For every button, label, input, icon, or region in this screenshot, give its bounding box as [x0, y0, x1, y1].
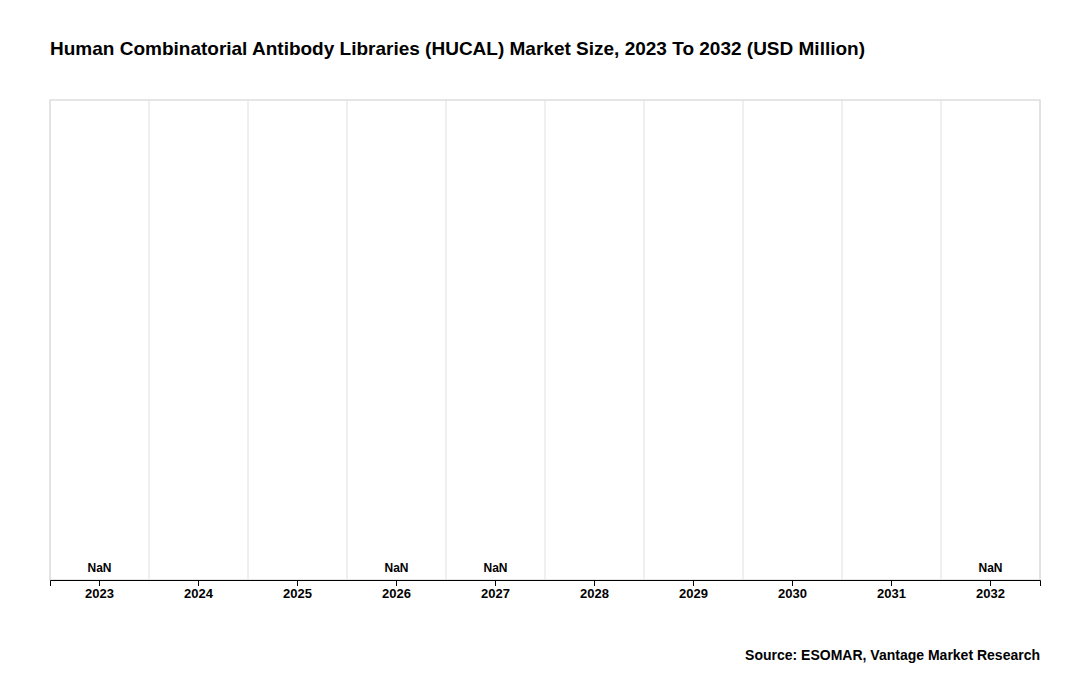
x-axis: 2023 2024 2025 2026 2027 2028 2029 2030 2031 2032	[51, 580, 1041, 601]
column-divider	[1040, 100, 1041, 580]
x-tick: 2026	[382, 580, 411, 601]
x-tick-label: 2032	[976, 586, 1005, 601]
column-dividers	[50, 100, 1040, 580]
x-tick-mark	[792, 580, 793, 586]
x-tick-label: 2028	[580, 586, 609, 601]
data-label: NaN	[384, 561, 408, 575]
column-divider	[50, 100, 51, 580]
x-tick: 2024	[184, 580, 214, 601]
x-tick-mark	[990, 580, 991, 586]
x-tick-label: 2023	[85, 586, 114, 601]
x-tick: 2028	[580, 580, 609, 601]
x-tick-mark	[297, 580, 298, 586]
x-tick: 2031	[877, 580, 906, 601]
x-tick-mark	[891, 580, 892, 586]
x-tick-label: 2030	[778, 586, 807, 601]
x-tick-mark	[198, 580, 199, 586]
source-note: Source: ESOMAR, Vantage Market Research	[745, 647, 1040, 663]
x-tick-mark	[396, 580, 397, 586]
column-divider	[644, 100, 645, 580]
x-tick: 2032	[976, 580, 1005, 601]
x-tick-mark	[693, 580, 694, 586]
x-tick: 2030	[778, 580, 807, 601]
x-tick-label: 2029	[679, 586, 708, 601]
column-divider	[743, 100, 744, 580]
column-divider	[545, 100, 546, 580]
x-tick-label: 2026	[382, 586, 411, 601]
data-label: NaN	[483, 561, 507, 575]
data-label: NaN	[87, 561, 111, 575]
plot-frame	[50, 100, 1040, 580]
x-tick-label: 2024	[184, 586, 214, 601]
x-tick: 2029	[679, 580, 708, 601]
x-tick-label: 2025	[283, 586, 312, 601]
data-label: NaN	[978, 561, 1002, 575]
x-tick-mark	[495, 580, 496, 586]
x-tick: 2023	[85, 580, 114, 601]
column-divider	[149, 100, 150, 580]
x-tick: 2025	[283, 580, 312, 601]
data-labels: NaN NaN NaN NaN	[87, 561, 1002, 575]
x-tick-label: 2031	[877, 586, 906, 601]
x-tick-mark	[594, 580, 595, 586]
x-tick-label: 2027	[481, 586, 510, 601]
x-tick-mark	[99, 580, 100, 586]
x-axis-line	[51, 581, 1041, 587]
column-divider	[842, 100, 843, 580]
x-tick: 2027	[481, 580, 510, 601]
chart-title: Human Combinatorial Antibody Libraries (…	[50, 38, 865, 59]
chart-svg: 2023 2024 2025 2026 2027 2028 2029 2030 2031 2032…	[0, 0, 1080, 700]
column-divider	[248, 100, 249, 580]
column-divider	[446, 100, 447, 580]
column-divider	[347, 100, 348, 580]
column-divider	[941, 100, 942, 580]
